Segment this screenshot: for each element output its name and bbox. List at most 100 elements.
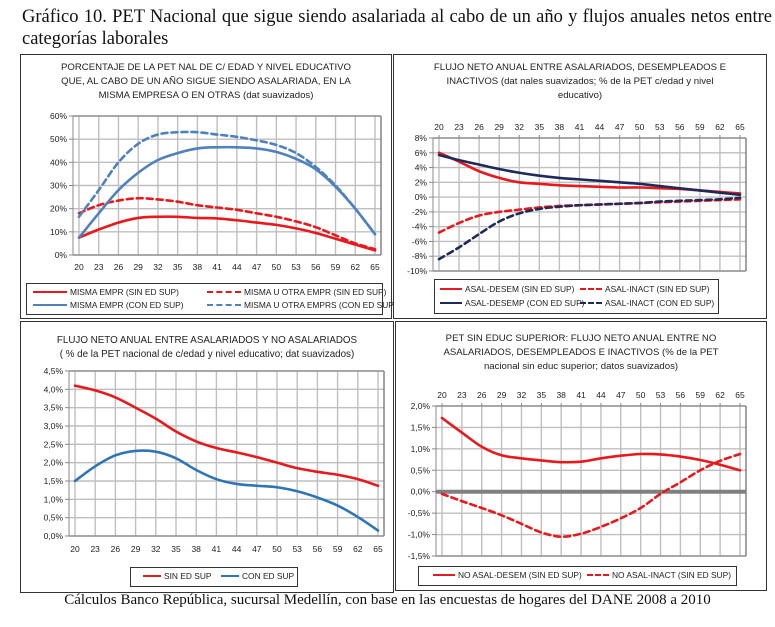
chart-4-title-line: ASALARIADOS, DESEMPLEADOS E INACTIVOS (%… <box>443 347 719 358</box>
x-tick-label: 62 <box>715 122 725 132</box>
legend-item: MISMA EMPR (CON ED SUP) <box>33 300 184 310</box>
y-tick-label: 1,5% <box>44 476 64 486</box>
y-tick-label: 1,0% <box>411 444 431 454</box>
chart-panel-1: PORCENTAJE DE LA PET NAL DE C/ EDAD Y NI… <box>20 54 397 319</box>
x-tick-label: 53 <box>291 262 301 272</box>
x-tick-label: 23 <box>90 544 100 554</box>
y-tick-label: -1,5% <box>408 551 431 561</box>
legend-item: ASAL-DESEMP (CON ED SUP) <box>440 298 584 308</box>
x-tick-label: 50 <box>635 122 645 132</box>
x-tick-label: 32 <box>153 262 163 272</box>
legend-item: ASAL-INACT (SIN ED SUP) <box>580 284 710 294</box>
x-tick-label: 41 <box>575 122 585 132</box>
y-tick-label: 2,5% <box>44 439 64 449</box>
chart-3-title-line: ( % de la PET nacional de c/edad y nivel… <box>59 349 355 360</box>
y-tick-label: 50% <box>50 134 67 144</box>
chart-1-title-line: PORCENTAJE DE LA PET NAL DE C/ EDAD Y NI… <box>60 62 352 73</box>
series-line-4 <box>437 196 742 261</box>
legend-item: SIN ED SUP <box>143 571 211 581</box>
y-tick-label: 3,5% <box>44 403 64 413</box>
chart-1-title: PORCENTAJE DE LA PET NAL DE C/ EDAD Y NI… <box>21 61 391 103</box>
x-tick-label: 47 <box>615 122 625 132</box>
x-tick-label: 44 <box>232 544 242 554</box>
x-tick-label: 65 <box>735 390 745 400</box>
legend-label: ASAL-INACT (SIN ED SUP) <box>605 284 710 294</box>
x-tick-label: 26 <box>477 390 487 400</box>
y-tick-label: 2,0% <box>44 458 64 468</box>
y-tick-label: 0,5% <box>411 465 431 475</box>
x-tick-label: 32 <box>517 390 527 400</box>
legend-label: ASAL-DESEM (SIN ED SUP) <box>465 284 575 294</box>
x-tick-label: 50 <box>636 390 646 400</box>
legend-swatch-dashed-red <box>207 291 241 293</box>
x-tick-label: 47 <box>616 390 626 400</box>
legend-swatch-dashed-blue <box>207 304 241 306</box>
x-tick-label: 59 <box>696 390 706 400</box>
y-tick-label: -2% <box>412 207 428 217</box>
series-line-3 <box>437 153 742 197</box>
legend-item: NO ASAL-DESEM (SIN ED SUP) <box>433 570 582 580</box>
x-tick-label: 20 <box>70 544 80 554</box>
y-tick-label: 2,0% <box>411 401 431 411</box>
y-tick-label: -6% <box>412 236 428 246</box>
y-tick-label: 4,5% <box>44 366 64 376</box>
x-tick-label: 26 <box>111 544 121 554</box>
y-tick-label: -10% <box>407 266 427 276</box>
y-tick-label: -1,0% <box>408 530 431 540</box>
x-tick-label: 32 <box>151 544 161 554</box>
x-tick-label: 29 <box>494 122 504 132</box>
chart-4-legend: NO ASAL-DESEM (SIN ED SUP) NO ASAL-INACT… <box>418 566 737 586</box>
x-tick-label: 29 <box>133 262 143 272</box>
series-line-3 <box>77 145 377 239</box>
x-tick-label: 32 <box>515 122 525 132</box>
y-tick-label: 1,0% <box>44 494 64 504</box>
legend-swatch-solid-red <box>33 291 67 293</box>
x-tick-label: 47 <box>252 262 262 272</box>
x-tick-label: 59 <box>695 122 705 132</box>
x-tick-label: 62 <box>351 262 361 272</box>
chart-panel-2: FLUJO NETO ANUAL ENTRE ASALARIADOS, DESE… <box>393 54 767 319</box>
legend-label: MISMA U OTRA EMPRS (CON ED SUP) <box>244 300 397 310</box>
legend-label: MISMA EMPR (CON ED SUP) <box>70 300 184 310</box>
x-tick-label: 26 <box>114 262 124 272</box>
legend-item: NO ASAL-INACT (SIN ED SUP) <box>587 570 731 580</box>
y-tick-label: -4% <box>412 222 428 232</box>
series-line-1 <box>437 151 742 195</box>
series-line-1 <box>440 416 742 472</box>
legend-swatch-dashed-red <box>580 288 602 290</box>
chart-4-plot: -1,5% -1,0% -0,5% 0,0% 0,5% 1,0% 1,5% 2,0% 20 23 2… <box>408 390 747 561</box>
chart-2-title-line: INACTIVOS (dat nales suavizados; % de la… <box>446 76 714 87</box>
x-tick-label: 44 <box>232 262 242 272</box>
y-tick-label: 1,5% <box>411 422 431 432</box>
y-tick-label: 0,0% <box>411 487 431 497</box>
chart-3-title-line: FLUJO NETO ANUAL ENTRE ASALARIADOS Y NO … <box>56 335 358 346</box>
x-tick-label: 50 <box>272 544 282 554</box>
x-tick-label: 41 <box>212 262 222 272</box>
legend-item: MISMA U OTRA EMPR (SIN ED SUP) <box>207 287 386 297</box>
chart-4-title: PET SIN EDUC SUPERIOR: FLUJO NETO ANUAL … <box>396 332 766 374</box>
x-tick-label: 29 <box>497 390 507 400</box>
legend-item: ASAL-DESEM (SIN ED SUP) <box>440 284 574 294</box>
x-tick-label: 38 <box>193 262 203 272</box>
x-tick-label: 62 <box>715 390 725 400</box>
x-tick-label: 56 <box>675 122 685 132</box>
legend-item: CON ED SUP <box>221 571 294 581</box>
x-tick-label: 23 <box>457 390 467 400</box>
y-tick-label: -0,5% <box>408 508 431 518</box>
y-tick-label: 20% <box>50 204 67 214</box>
x-tick-label: 35 <box>535 122 545 132</box>
figure-title: Gráfico 10. PET Nacional que sigue siend… <box>22 7 772 49</box>
y-tick-label: 4,0% <box>44 384 64 394</box>
x-tick-label: 41 <box>576 390 586 400</box>
legend-swatch-solid-red <box>433 574 455 576</box>
chart-2-plot: -10% -8% -6% -4% -2% 0% 2% 4% 6% 8% 20 23 26 29 32 35 38… <box>407 122 747 276</box>
x-tick-label: 65 <box>373 544 383 554</box>
x-tick-label: 53 <box>656 390 666 400</box>
chart-3-plot: 0,0% 0,5% 1,0% 1,5% 2,0% 2,5% 3,0% 3,5% 4,0% 4,5%… <box>44 366 385 554</box>
y-tick-label: 0,5% <box>44 513 64 523</box>
x-tick-label: 35 <box>537 390 547 400</box>
x-tick-label: 56 <box>313 544 323 554</box>
y-tick-label: 3,0% <box>44 421 64 431</box>
legend-swatch-solid-navy <box>440 302 462 304</box>
chart-panel-4: PET SIN EDUC SUPERIOR: FLUJO NETO ANUAL … <box>395 321 767 591</box>
